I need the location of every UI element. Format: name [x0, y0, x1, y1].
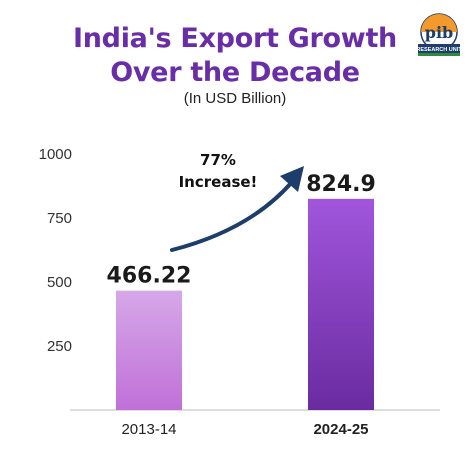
data-label-2024-25: 824.9: [306, 172, 376, 197]
category-label-2024-25: 2024-25: [313, 421, 368, 438]
bar-2024-25: [308, 198, 374, 410]
y-axis-ticks: 250 500 750 1000: [39, 146, 72, 355]
data-label-2013-14: 466.22: [107, 264, 192, 289]
chart-title-line2: Over the Decade: [110, 57, 360, 88]
y-tick-1000: 1000: [39, 146, 72, 163]
y-tick-750: 750: [47, 210, 72, 227]
annotation-increase: Increase!: [179, 173, 258, 191]
pib-logo-icon: pib RESEARCH UNIT: [416, 13, 462, 56]
chart-title-line1: India's Export Growth: [73, 23, 397, 54]
chart-subtitle: (In USD Billion): [183, 90, 287, 107]
category-label-2013-14: 2013-14: [121, 421, 176, 438]
y-tick-250: 250: [47, 338, 72, 355]
growth-arrowhead-icon: [280, 166, 304, 192]
chart-title: India's Export Growth Over the Decade: [0, 22, 470, 90]
annotation-percent: 77%: [200, 151, 236, 169]
bar-2013-14: [116, 290, 182, 410]
logo-subtext: RESEARCH UNIT: [416, 47, 462, 53]
growth-arrow-icon: [170, 180, 294, 252]
y-tick-500: 500: [47, 274, 72, 291]
logo-text: pib: [425, 23, 453, 42]
